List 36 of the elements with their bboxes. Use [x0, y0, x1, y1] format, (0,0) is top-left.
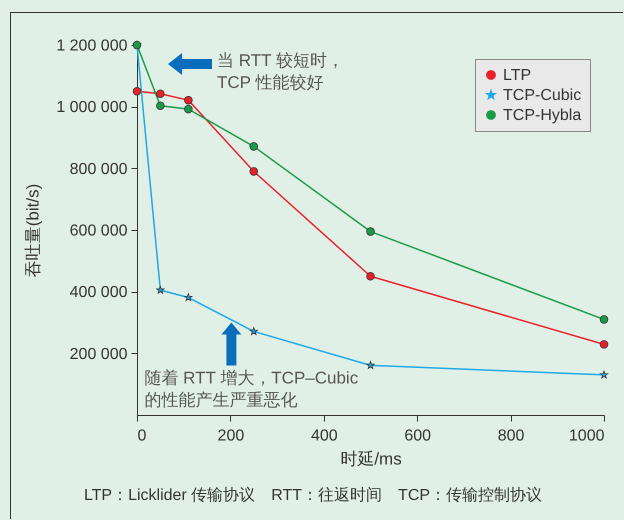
point: [250, 327, 258, 335]
y-axis-title: 吞吐量(bit/s): [23, 184, 42, 278]
y-tick-label: 1 000 000: [56, 99, 128, 116]
y-tick-label: 400 000: [70, 284, 128, 302]
text: LTP：Licklider 传输协议 RTT：往返时间 TCP：传输控制协议: [82, 486, 544, 506]
point: [156, 101, 165, 110]
point: [600, 315, 608, 324]
y-tick-label: 800 000: [70, 160, 128, 178]
x-tick-label: 200: [218, 428, 244, 444]
legend-label: TCP-Cubic: [503, 87, 582, 104]
legend-label: TCP-Hybla: [503, 107, 582, 124]
point: [184, 293, 192, 302]
y-tick-label: 1 200 000: [56, 38, 128, 54]
point: [366, 272, 375, 281]
point: [600, 340, 608, 349]
point: [249, 142, 258, 151]
x-axis-title: 时延/ms: [340, 450, 402, 468]
x-tick-label: 400: [310, 428, 338, 444]
y-tick-label: 200 000: [70, 346, 128, 363]
point: [184, 104, 193, 114]
annotation: 随着 RTT 增大，TCP–Cubic 的性能产生严重恶化: [144, 368, 359, 410]
point: [366, 361, 375, 369]
point: [249, 167, 258, 176]
point: [156, 286, 164, 294]
x-tick-label: 0: [138, 428, 146, 444]
point: [156, 89, 165, 98]
annotation: 当 RTT 较短时， TCP 性能较好: [217, 51, 344, 92]
legend-label: LTP: [503, 67, 532, 84]
x-tick-label: 1000: [568, 428, 605, 444]
point: [600, 370, 608, 378]
x-tick-label: 600: [404, 428, 432, 444]
point: [366, 227, 375, 236]
y-tick-label: 600 000: [70, 222, 128, 240]
x-tick-label: 800: [498, 428, 525, 444]
point: [184, 96, 193, 104]
point: [132, 86, 142, 96]
